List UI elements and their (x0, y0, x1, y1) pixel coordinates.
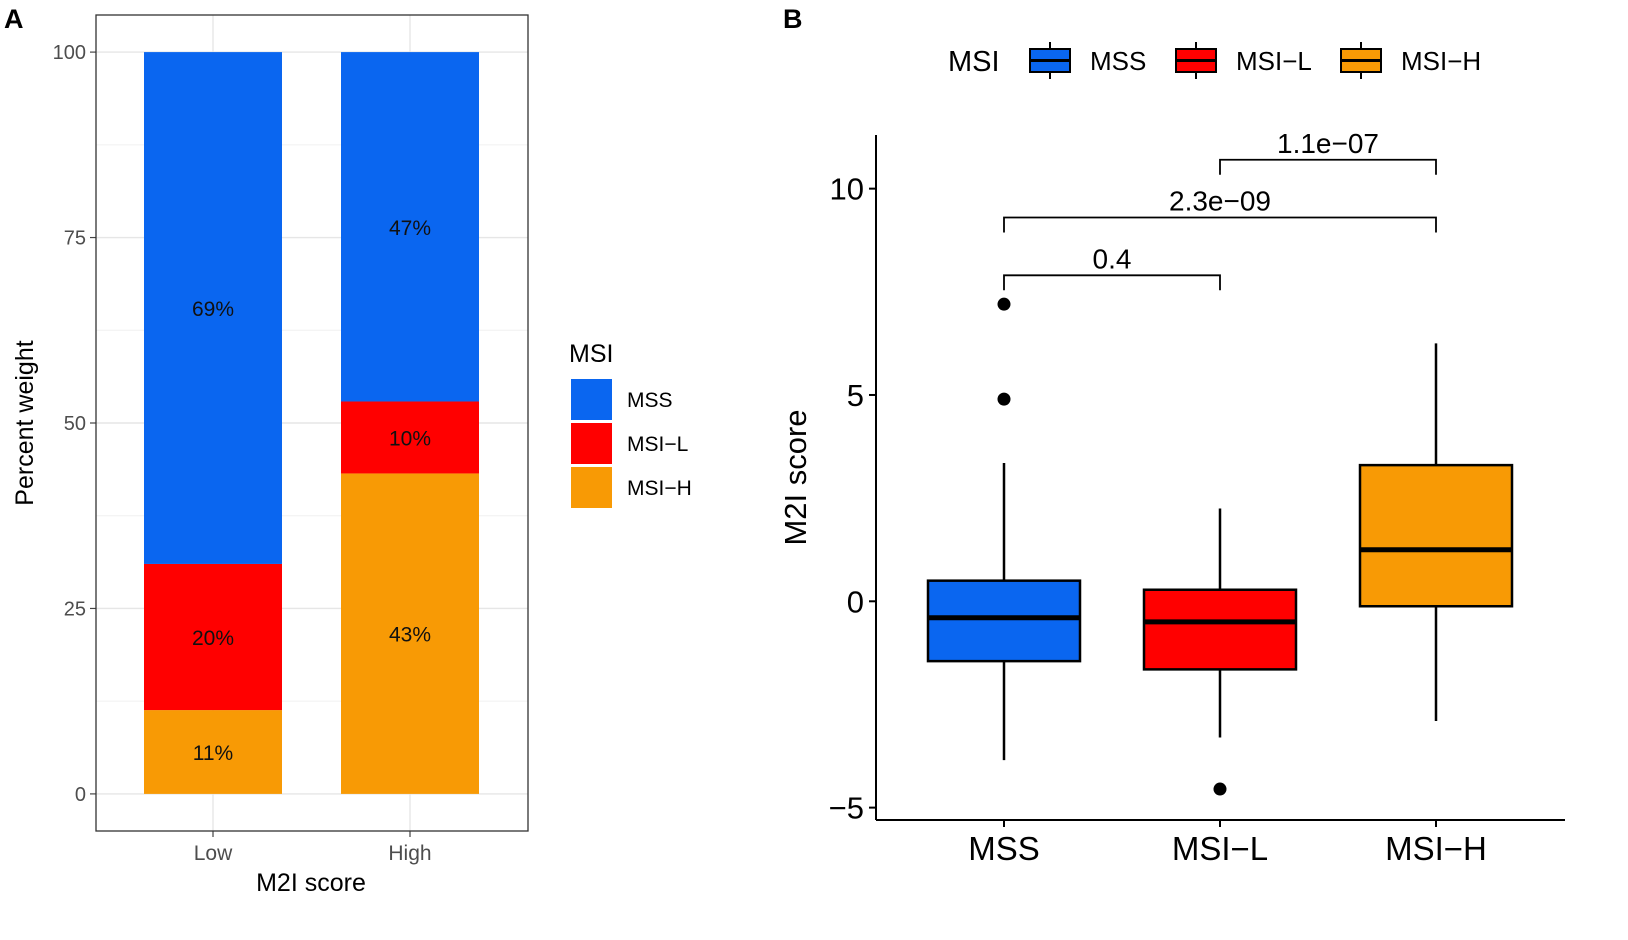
panel-a-x-axis-title: M2I score (256, 869, 366, 897)
panel-b-legend-label: MSI−H (1401, 46, 1481, 76)
panel-a-bar-high-mss (341, 52, 479, 402)
panel-a-label: A (4, 4, 24, 34)
panel-b-ytick-label: 0 (847, 584, 864, 619)
panel-a-bar-high-msi-h (341, 473, 479, 794)
panel-b-bracket-msi-l-msi-h (1219, 158, 1437, 175)
panel-b-outlier-mss (997, 392, 1011, 406)
panel-b-legend-title: MSI (948, 46, 1000, 78)
panel-b-outlier-mss (997, 297, 1011, 311)
panel-b-ytick-label: −5 (829, 791, 864, 826)
panel-a-data-label: 47% (389, 217, 431, 240)
panel-b-ytick-label: 5 (847, 378, 864, 413)
panel-b-box-mss (926, 579, 1082, 663)
panel-b-xtick-label: MSS (968, 830, 1040, 867)
panel-a-legend-label: MSI−L (627, 433, 688, 456)
panel-b-legend-label: MSS (1090, 46, 1146, 76)
panel-b-bracket-mss-msi-l (1003, 274, 1221, 291)
panel-b-outlier-msi-l (1213, 782, 1227, 796)
panel-b-y-axis-title: M2I score (778, 409, 813, 545)
panel-a-ytick-label: 100 (53, 42, 86, 64)
panel-b-box-msi-l (1142, 588, 1298, 671)
panel-b-pvalue-label: 2.3e−09 (1169, 186, 1271, 217)
panel-a-ytick-label: 25 (64, 598, 86, 620)
panel-b-xtick-label: MSI−L (1172, 830, 1268, 867)
panel-a-xtick-label: Low (194, 842, 233, 865)
panel-a-ytick-label: 50 (64, 413, 86, 435)
panel-a-legend-swatch-msi-l (571, 423, 612, 464)
panel-b-legend-label: MSI−L (1236, 46, 1312, 76)
panel-b-pvalue-label: 0.4 (1093, 243, 1132, 274)
panel-a-data-label: 11% (193, 742, 233, 765)
panel-a-data-label: 43% (389, 624, 431, 647)
panel-b-label: B (783, 4, 803, 34)
panel-a-y-axis-title: Percent weight (11, 340, 39, 505)
panel-a-ytick-label: 0 (75, 784, 86, 806)
panel-b-box-msi-h (1358, 463, 1514, 608)
panel-b-pvalue-label: 1.1e−07 (1277, 128, 1379, 159)
panel-a-bar-low-msi-l (144, 563, 282, 711)
panel-a-plot-border (95, 14, 529, 832)
panel-a-legend-title: MSI (569, 340, 613, 368)
panel-a-legend-label: MSS (627, 389, 673, 412)
panel-a-legend-label: MSI−H (627, 477, 692, 500)
panel-b-ytick-label: 10 (830, 172, 864, 207)
panel-a-bar-low-msi-h (144, 710, 282, 794)
panel-a-bar-low-mss (144, 52, 282, 564)
panel-b-xtick-label: MSI−H (1385, 830, 1487, 867)
panel-a-legend-swatch-msi-h (571, 467, 612, 508)
panel-a-legend-swatch-mss (571, 379, 612, 420)
panel-b-bracket-mss-msi-h (1003, 216, 1437, 233)
panel-a-data-label: 69% (192, 298, 234, 321)
panel-a-ytick-label: 75 (64, 228, 86, 250)
panel-a-bar-high-msi-l (341, 401, 479, 474)
panel-a-data-label: 10% (389, 427, 431, 450)
panel-a-xtick-label: High (388, 842, 431, 865)
panel-a-data-label: 20% (192, 627, 234, 650)
